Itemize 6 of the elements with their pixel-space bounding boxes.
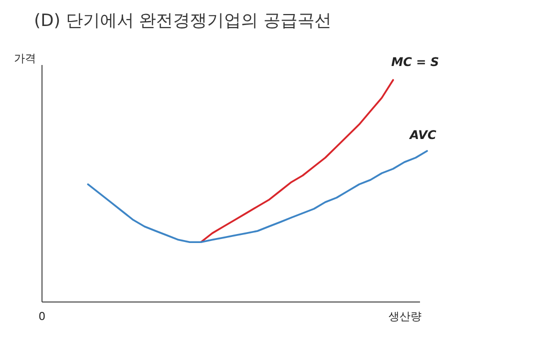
x-axis-title: 생산량	[388, 310, 422, 323]
chart-title: (D) 단기에서 완전경쟁기업의 공급곡선	[34, 11, 332, 31]
y-axis-title: 가격	[14, 52, 36, 65]
text: 0	[38, 310, 46, 323]
series-label: MC = S	[391, 55, 440, 69]
series-label: AVC	[408, 128, 436, 142]
